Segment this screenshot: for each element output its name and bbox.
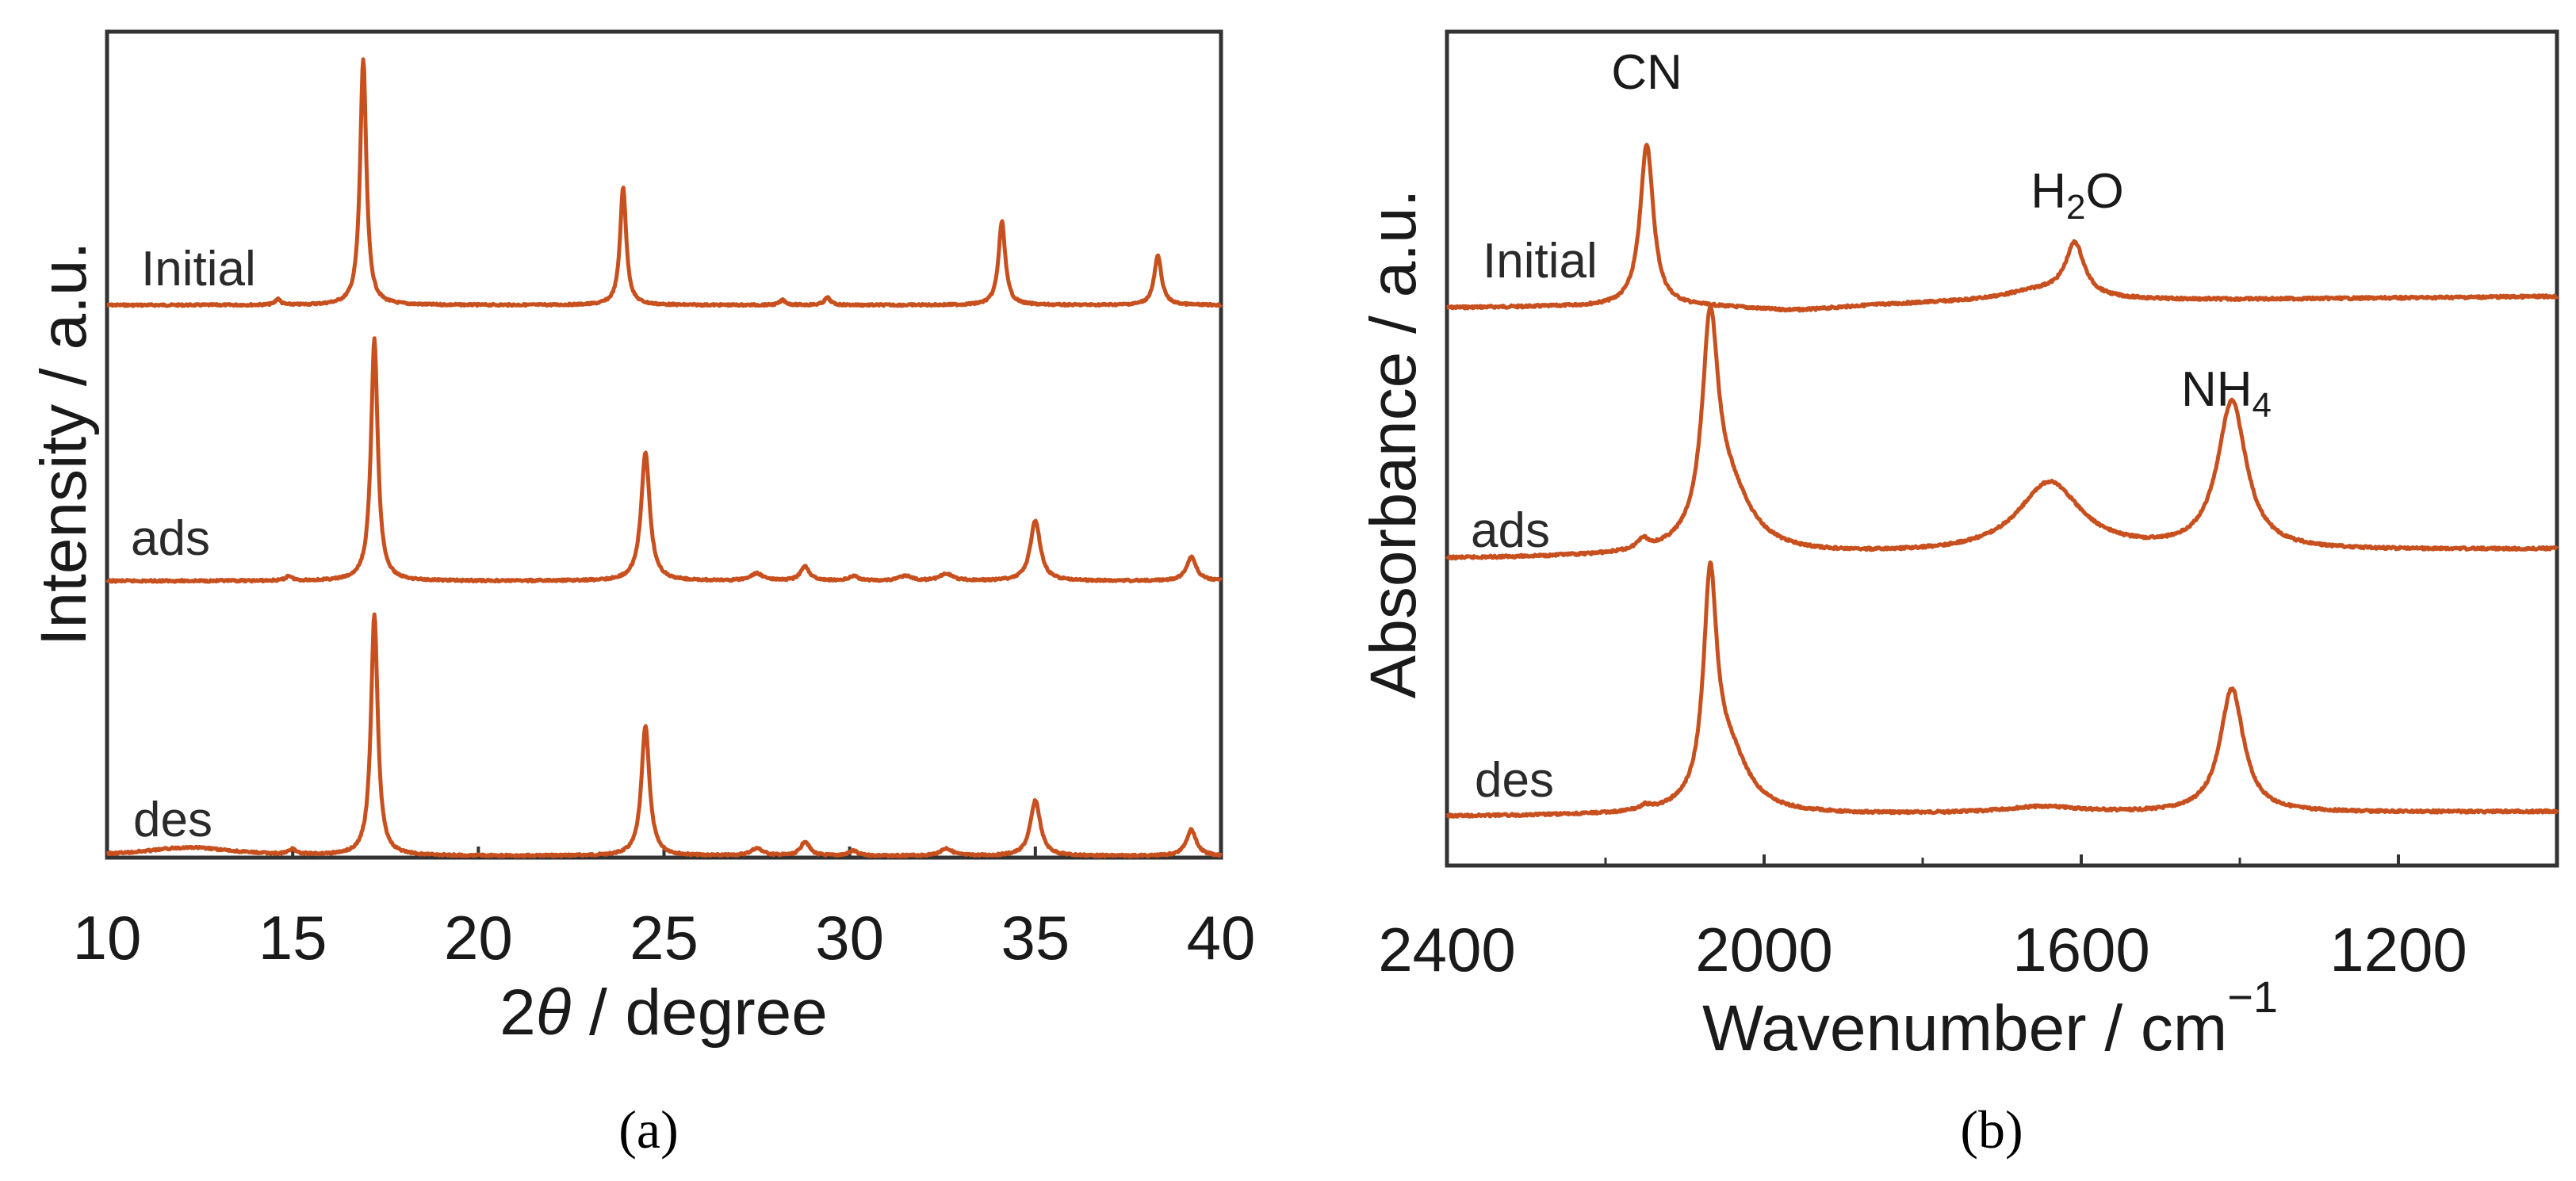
series-labels-a: Initial ads des bbox=[131, 242, 256, 847]
series-line-des bbox=[1445, 560, 2559, 819]
panel-b: 2400 2000 1600 1200 Initial ads des Absorbanc… bbox=[1357, 29, 2559, 1160]
series-label-ads: ads bbox=[1471, 503, 1550, 558]
x-tick-label-a: 25 bbox=[630, 903, 699, 973]
panel-a: 10 15 20 25 30 35 40 Initial ads des Intensity /… bbox=[28, 29, 1256, 1160]
annotation-cn: CN bbox=[1611, 45, 1682, 100]
x-tick-label-b: 2000 bbox=[1695, 915, 1833, 984]
series-line-initial bbox=[105, 57, 1223, 308]
x-label-theta: θ bbox=[536, 977, 571, 1049]
series-label-des: des bbox=[1475, 753, 1554, 808]
series-label-initial: Initial bbox=[1483, 234, 1598, 289]
annotation-h2o: H2O bbox=[2031, 164, 2124, 227]
x-tick-label-a: 30 bbox=[815, 903, 884, 973]
panel-label-b: (b) bbox=[1960, 1099, 2023, 1160]
x-ticks-b: 2400 2000 1600 1200 bbox=[1378, 854, 2559, 984]
annotation-nh4: NH4 bbox=[2181, 362, 2272, 425]
series-label-ads: ads bbox=[131, 511, 210, 566]
x-tick-label-a: 15 bbox=[258, 903, 327, 973]
series-line-ads bbox=[1445, 304, 2559, 561]
x-tick-label-a: 20 bbox=[444, 903, 513, 973]
x-tick-label-b: 2400 bbox=[1378, 915, 1516, 984]
x-axis-label-b: Wavenumber / cm−1 bbox=[1702, 972, 2278, 1064]
x-tick-label-a: 10 bbox=[73, 903, 142, 973]
y-axis-label-b: Absorbance / a.u. bbox=[1357, 189, 1430, 699]
x-tick-label-a: 40 bbox=[1187, 903, 1256, 973]
x-label-prefix-a: 2 bbox=[500, 977, 536, 1049]
series-line-initial bbox=[1445, 143, 2559, 313]
x-label-sup-b: −1 bbox=[2227, 972, 2278, 1022]
series-label-initial: Initial bbox=[141, 242, 256, 296]
x-label-main-b: Wavenumber / cm bbox=[1702, 992, 2227, 1064]
x-tick-label-a: 35 bbox=[1001, 903, 1070, 973]
x-ticks-a: 10 15 20 25 30 35 40 bbox=[73, 847, 1256, 973]
traces-a bbox=[105, 57, 1223, 858]
series-label-des: des bbox=[133, 793, 212, 847]
x-tick-label-b: 1600 bbox=[2012, 915, 2150, 984]
series-line-des bbox=[105, 612, 1223, 858]
x-label-suffix-a: / degree bbox=[571, 977, 828, 1049]
traces-b bbox=[1445, 143, 2559, 819]
x-axis-label-a: 2θ / degree bbox=[500, 977, 828, 1049]
plot-frame-b bbox=[1445, 29, 2559, 868]
series-labels-b: Initial ads des bbox=[1471, 234, 1598, 808]
plot-frame-a bbox=[105, 29, 1223, 860]
y-axis-label-a: Intensity / a.u. bbox=[28, 242, 100, 647]
series-line-ads bbox=[105, 336, 1223, 584]
x-tick-label-b: 1200 bbox=[2329, 915, 2467, 984]
panel-label-a: (a) bbox=[618, 1099, 678, 1160]
